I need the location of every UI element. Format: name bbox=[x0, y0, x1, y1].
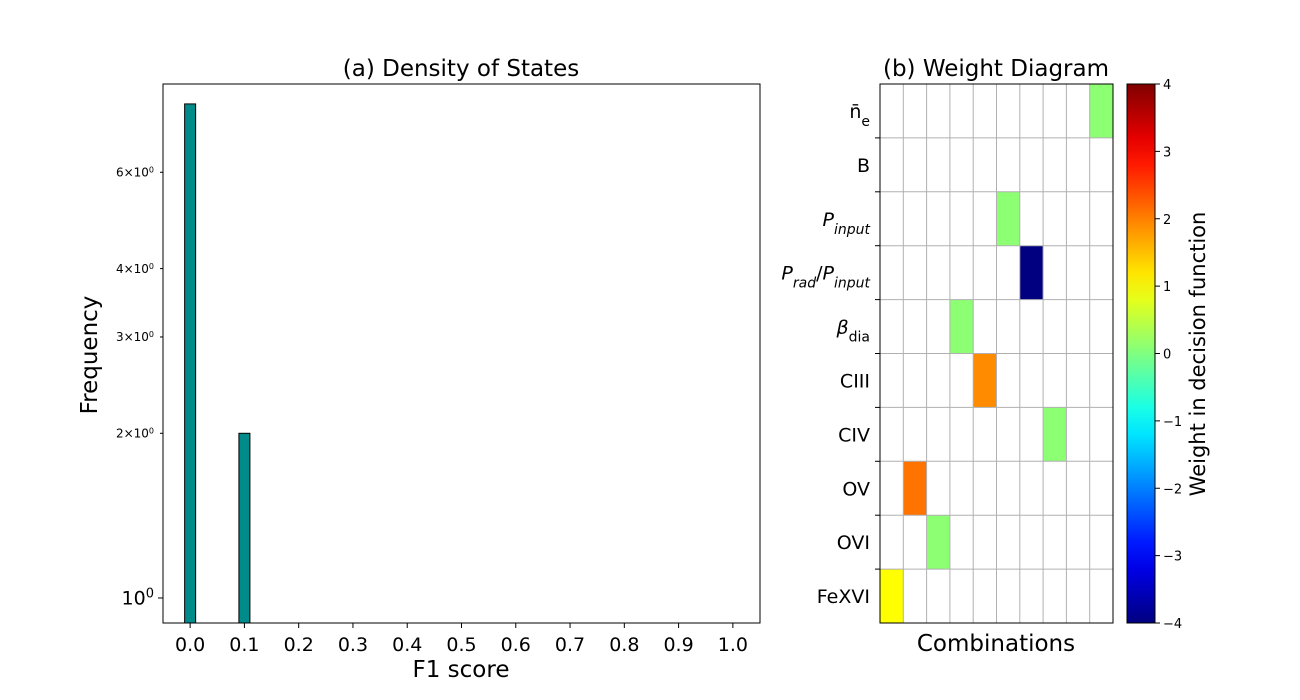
weight-cell-3 bbox=[949, 299, 974, 354]
density-y-tick-label: 2×100 bbox=[116, 426, 154, 441]
weight-row-label: CIV bbox=[838, 424, 870, 446]
density-title: (a) Density of States bbox=[343, 56, 579, 82]
weight-xlabel: Combinations bbox=[917, 631, 1075, 657]
weight-row-label: Prad/Pinput bbox=[781, 263, 870, 292]
density-y-tick-label: 100 bbox=[122, 586, 154, 610]
colorbar-gradient bbox=[1126, 83, 1156, 624]
colorbar: −4 −3 −2 −1 0 1 2 3 4 Weight in decision functio… bbox=[1126, 78, 1210, 632]
density-xlabel: F1 score bbox=[413, 657, 510, 683]
weight-row-label: n̄e bbox=[849, 101, 870, 130]
colorbar-tick-label: −4 bbox=[1163, 617, 1182, 632]
weight-row-label: FeXVI bbox=[817, 586, 870, 608]
weight-cell-4 bbox=[973, 353, 997, 408]
density-x-tick-label: 0.2 bbox=[284, 634, 314, 656]
weight-axes-frame bbox=[879, 83, 1114, 624]
weight-panel: (b) Weight Diagram n̄e B Pinput Prad/Pinput… bbox=[781, 56, 1114, 657]
weight-cell-5 bbox=[1043, 407, 1067, 462]
colorbar-tick-label: −3 bbox=[1163, 550, 1182, 565]
density-x-tick-label: 0.4 bbox=[392, 634, 422, 656]
weight-row-label: OVI bbox=[837, 532, 870, 554]
density-bar-0 bbox=[184, 103, 197, 624]
weight-cell-6 bbox=[903, 461, 927, 516]
weight-cell-8 bbox=[880, 569, 904, 623]
colorbar-tick-label: 3 bbox=[1163, 145, 1171, 160]
colorbar-tick-label: 0 bbox=[1163, 348, 1171, 363]
weight-row-label: B bbox=[857, 155, 870, 177]
density-x-tick-label: 0.7 bbox=[555, 634, 585, 656]
density-x-tick-label: 0.1 bbox=[229, 634, 259, 656]
weight-row-label: βdia bbox=[836, 317, 871, 346]
weight-row-label: OV bbox=[842, 478, 870, 500]
colorbar-tick-label: 1 bbox=[1163, 280, 1171, 295]
weight-row-labels: n̄e B Pinput Prad/Pinput βdia CIII CIV OV OVI FeX… bbox=[781, 101, 870, 608]
weight-cell-0 bbox=[1089, 84, 1113, 138]
density-x-tick-label: 0.3 bbox=[338, 634, 368, 656]
density-x-tick-label: 1.0 bbox=[718, 634, 748, 656]
weight-row-label: Pinput bbox=[823, 209, 871, 238]
weight-title: (b) Weight Diagram bbox=[883, 56, 1109, 82]
weight-grid bbox=[875, 84, 1113, 623]
density-ylabel: Frequency bbox=[77, 296, 103, 415]
density-y-tick-label: 6×100 bbox=[116, 165, 154, 180]
density-x-tick-label: 0.5 bbox=[446, 634, 476, 656]
density-x-ticks: 0.0 0.1 0.2 0.3 0.4 0.5 0.6 0.7 0.8 0.9 1.0 bbox=[175, 623, 748, 656]
weight-cell-1 bbox=[996, 191, 1020, 246]
density-bar-1 bbox=[238, 432, 251, 624]
density-x-tick-label: 0.6 bbox=[501, 634, 531, 656]
colorbar-tick-label: −1 bbox=[1163, 415, 1182, 430]
density-y-ticks: 100 2×100 3×100 4×100 6×100 bbox=[116, 165, 163, 610]
colorbar-label: Weight in decision function bbox=[1186, 212, 1210, 497]
density-panel: (a) Density of States 0.0 0.1 0.2 0.3 0.4 0.5… bbox=[77, 56, 761, 683]
colorbar-ticks: −4 −3 −2 −1 0 1 2 3 4 bbox=[1155, 78, 1182, 632]
weight-cells bbox=[880, 84, 1113, 623]
density-y-tick-label: 3×100 bbox=[116, 330, 154, 345]
colorbar-tick-label: 2 bbox=[1163, 213, 1171, 228]
colorbar-tick-label: 4 bbox=[1163, 78, 1171, 93]
density-x-tick-label: 0.8 bbox=[609, 634, 639, 656]
density-y-tick-label: 4×100 bbox=[116, 261, 154, 276]
weight-row-label: CIII bbox=[840, 370, 870, 392]
density-bars bbox=[184, 103, 251, 624]
colorbar-tick-label: −2 bbox=[1163, 482, 1182, 497]
density-x-tick-label: 0.0 bbox=[175, 634, 205, 656]
density-x-tick-label: 0.9 bbox=[663, 634, 693, 656]
weight-cell-7 bbox=[926, 515, 950, 570]
weight-cell-2 bbox=[1019, 245, 1044, 300]
density-axes-frame bbox=[162, 83, 761, 624]
